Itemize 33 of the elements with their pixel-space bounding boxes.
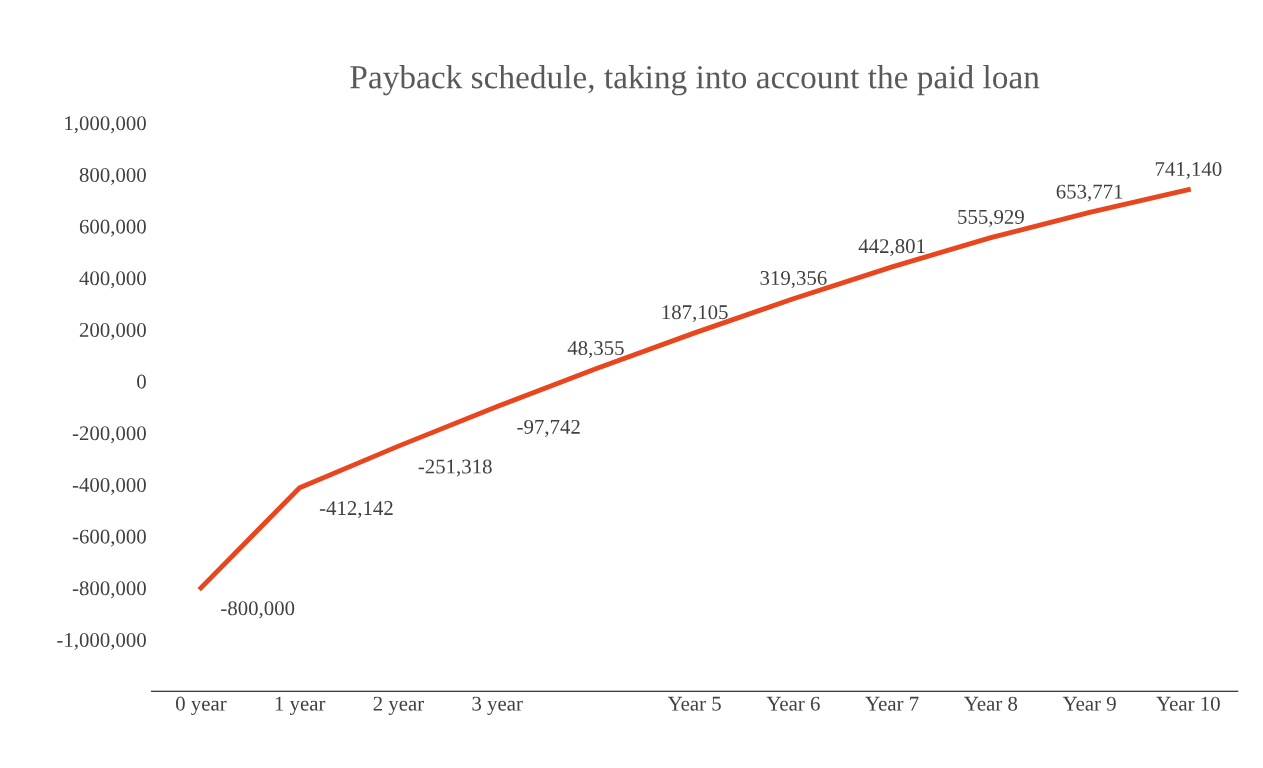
data-label: 48,355 <box>567 340 624 359</box>
y-tick-label: 800,000 <box>79 167 146 185</box>
x-tick-label: 0 year <box>175 696 227 715</box>
chart-title: Payback schedule, taking into account the paid loan <box>350 65 1040 96</box>
y-tick-label: 200,000 <box>79 322 146 340</box>
y-tick-label: -200,000 <box>72 426 146 444</box>
y-tick-label: 600,000 <box>79 219 146 237</box>
x-tick-label: 2 year <box>373 696 424 715</box>
x-tick-label: 1 year <box>275 696 326 715</box>
y-tick-label: 400,000 <box>79 271 146 289</box>
y-tick-label: 0 <box>137 374 146 389</box>
data-label: 653,771 <box>1056 184 1123 202</box>
x-tick-label: Year 7 <box>865 696 919 711</box>
y-tick-label: -600,000 <box>72 529 146 547</box>
data-label: 187,105 <box>662 305 728 323</box>
data-label: 442,801 <box>858 239 925 257</box>
x-tick-label: Year 9 <box>1062 696 1116 711</box>
data-label: -97,742 <box>517 419 580 437</box>
y-tick-label: -1,000,000 <box>57 632 146 650</box>
x-tick-label: Year 8 <box>964 696 1018 711</box>
x-tick-label: Year 6 <box>766 696 820 711</box>
y-tick-label: -800,000 <box>72 581 146 599</box>
x-tick-label: 3 year <box>472 696 523 715</box>
y-tick-label: -400,000 <box>72 477 146 495</box>
data-label: 741,140 <box>1155 162 1222 180</box>
data-label: -251,318 <box>418 459 492 477</box>
x-tick-label: Year 5 <box>667 696 721 711</box>
data-label: 555,929 <box>958 209 1024 227</box>
data-label: -412,142 <box>319 501 393 519</box>
data-label: -800,000 <box>221 601 295 619</box>
data-label: 319,356 <box>760 271 827 289</box>
x-tick-label: Year 10 <box>1156 696 1220 711</box>
y-tick-label: 1,000,000 <box>65 116 146 134</box>
